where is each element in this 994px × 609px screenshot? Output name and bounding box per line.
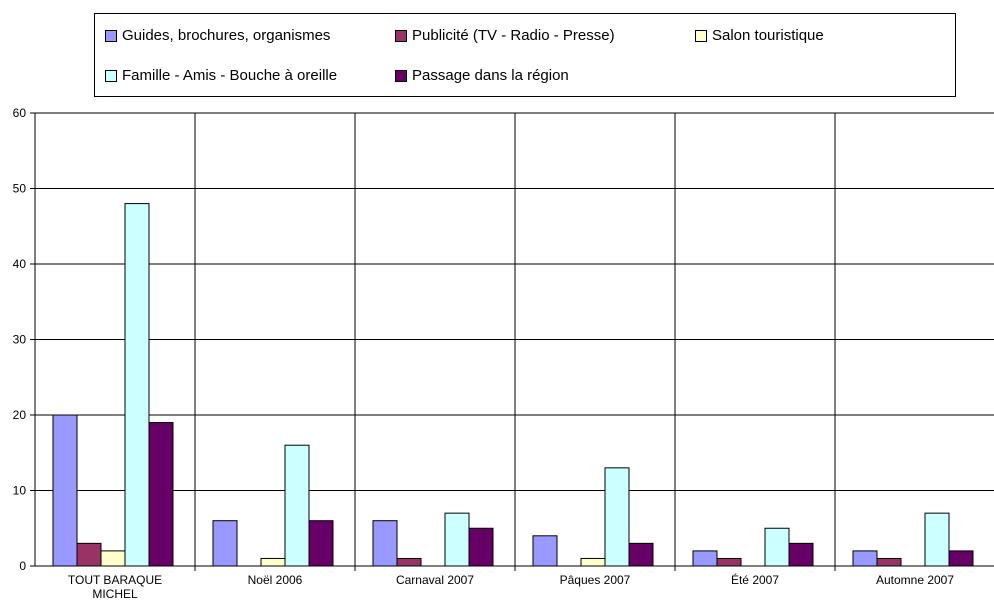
bar [260,557,286,567]
legend-swatch-publicite [395,29,407,42]
bar [76,542,102,567]
bar [284,444,310,567]
bar [876,557,902,567]
legend-swatch-famille [105,69,117,82]
legend-label-guides: Guides, brochures, organismes [122,27,331,44]
bar [788,542,814,567]
bar [444,512,470,567]
x-tick-label: Noël 2006 [248,573,303,587]
bar [924,512,950,567]
x-tick-label: TOUT BARAQUE MICHEL [68,573,162,601]
y-tick-label: 0 [19,559,26,573]
legend-label-famille: Famille - Amis - Bouche à oreille [122,67,338,84]
legend-label-salon: Salon touristique [712,27,824,44]
legend-item-famille: Famille - Amis - Bouche à oreille [105,67,337,84]
bar [212,520,238,567]
y-tick-label: 60 [13,106,27,120]
legend-item-passage: Passage dans la région [395,67,569,84]
legend-swatch-guides [105,29,117,42]
chart-legend: Guides, brochures, organismes Publicité … [94,13,956,97]
legend-label-passage: Passage dans la région [412,67,569,84]
x-tick-label: Été 2007 [731,572,779,587]
legend-item-salon: Salon touristique [695,27,824,44]
bar [396,557,422,567]
bar [692,550,718,567]
bar [580,557,606,567]
y-tick-label: 30 [13,333,27,347]
bar [604,467,630,567]
bar [100,550,126,567]
legend-item-guides: Guides, brochures, organismes [105,27,330,44]
bar [716,557,742,567]
bar [372,520,398,567]
x-tick-label: Carnaval 2007 [396,573,474,587]
y-tick-label: 50 [13,182,27,196]
x-tick-label: Pâques 2007 [560,573,631,587]
bar [764,527,790,567]
y-tick-label: 10 [13,484,27,498]
bar [628,542,654,567]
bar [52,414,78,567]
legend-swatch-salon [695,29,707,42]
bar [948,550,974,567]
legend-label-publicite: Publicité (TV - Radio - Presse) [412,27,615,44]
bar [124,203,150,567]
bar [148,422,174,567]
x-tick-label: Automne 2007 [876,573,954,587]
bar [532,535,558,567]
bar [852,550,878,567]
bar [468,527,494,567]
legend-swatch-passage [395,69,407,82]
y-tick-label: 40 [13,257,27,271]
bar [308,520,334,567]
legend-item-publicite: Publicité (TV - Radio - Presse) [395,27,615,44]
y-tick-label: 20 [13,408,27,422]
